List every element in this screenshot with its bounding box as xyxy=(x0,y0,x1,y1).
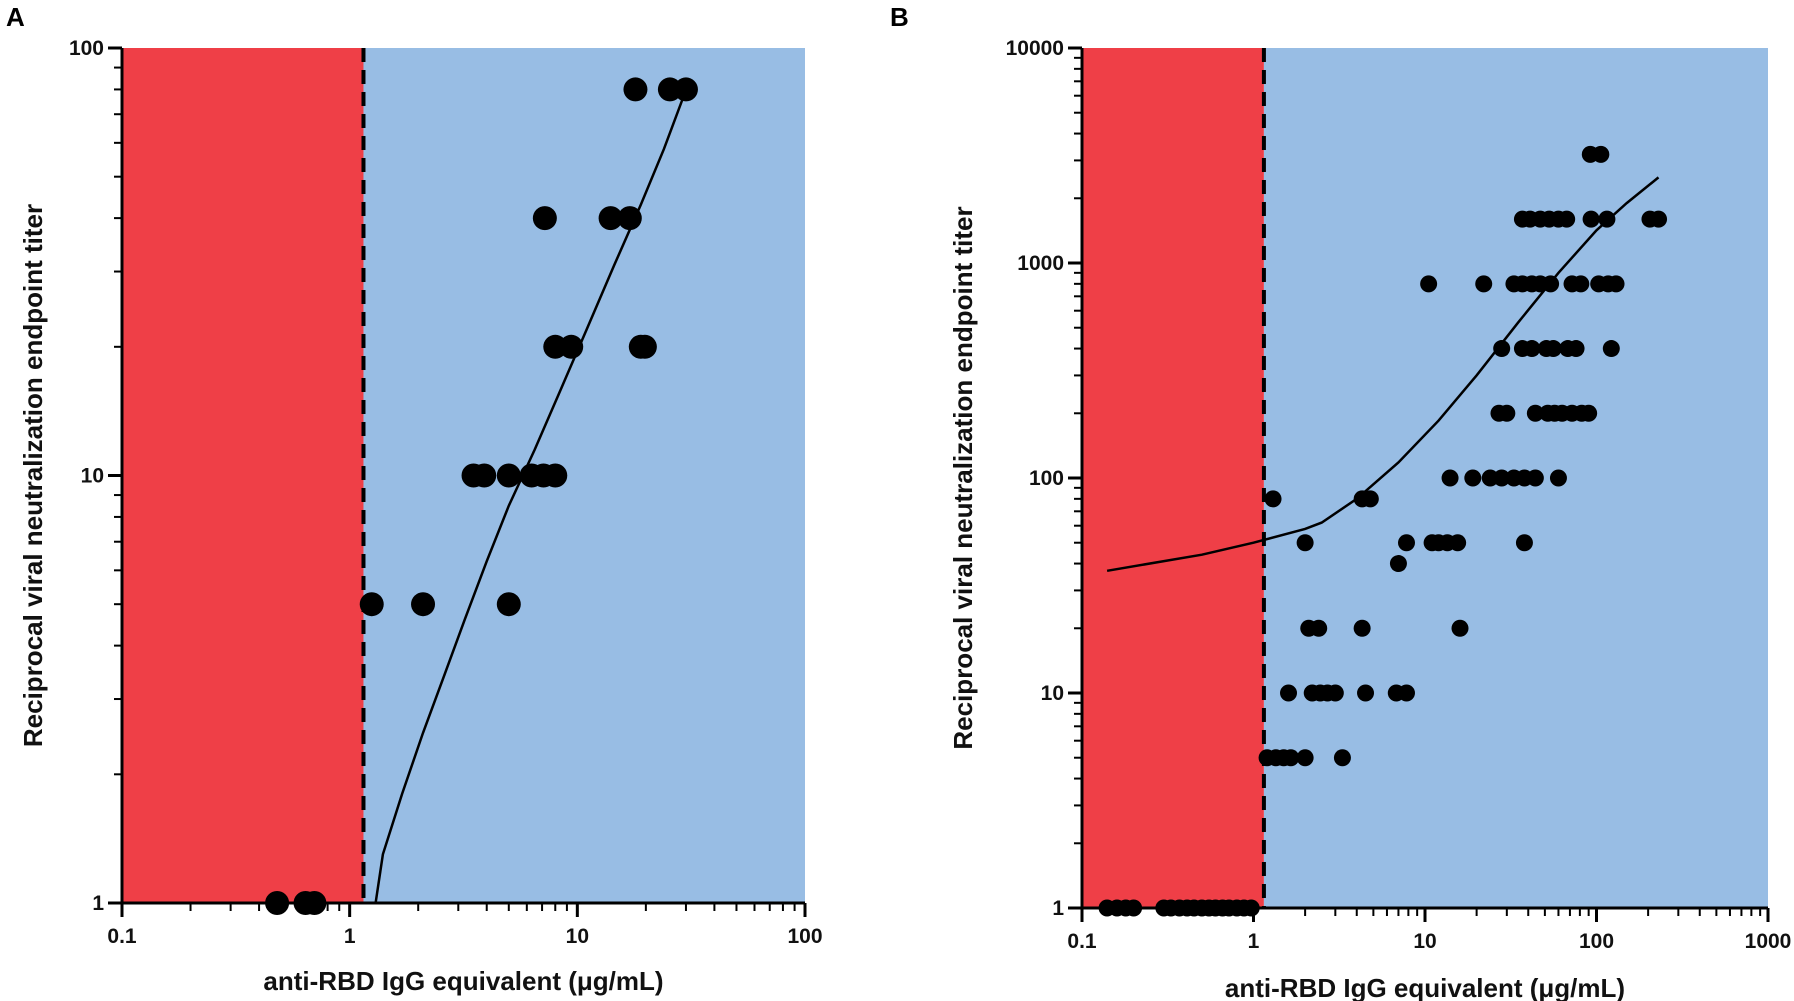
data-point xyxy=(1580,404,1598,422)
negative-region xyxy=(1082,48,1264,908)
data-point xyxy=(632,334,657,359)
x-tick-label: 10 xyxy=(566,925,589,948)
y-tick-label: 10000 xyxy=(1006,37,1064,60)
data-point xyxy=(1464,469,1482,487)
data-point xyxy=(1598,210,1616,228)
data-point xyxy=(1420,275,1438,293)
x-tick-label: 0.1 xyxy=(107,925,137,948)
data-point xyxy=(1592,145,1610,163)
y-tick-label: 10 xyxy=(1041,682,1064,705)
data-point xyxy=(1451,619,1469,637)
data-point xyxy=(1523,340,1541,358)
data-point xyxy=(673,77,698,102)
x-tick-label: 100 xyxy=(1579,930,1614,953)
data-point xyxy=(617,206,642,231)
data-point xyxy=(1296,534,1314,552)
data-point xyxy=(1353,619,1371,637)
x-tick-label: 1 xyxy=(344,925,356,948)
y-tick-label: 100 xyxy=(69,37,104,60)
data-point xyxy=(496,592,521,617)
y-tick-label: 1000 xyxy=(1017,252,1064,275)
negative-region xyxy=(122,48,364,903)
data-point xyxy=(472,463,497,488)
data-point xyxy=(543,463,568,488)
x-tick-label: 1000 xyxy=(1745,930,1792,953)
data-point xyxy=(411,592,436,617)
data-point xyxy=(1389,555,1407,573)
data-point xyxy=(1282,749,1300,767)
data-point xyxy=(1357,684,1375,702)
x-tick-label: 1 xyxy=(1248,930,1260,953)
data-point xyxy=(1526,404,1544,422)
y-tick-label: 10 xyxy=(81,465,104,488)
panel-letter: A xyxy=(6,2,25,32)
x-axis-title: anti-RBD IgG equivalent (μg/mL) xyxy=(263,966,663,996)
data-point xyxy=(1333,749,1351,767)
data-point xyxy=(1310,619,1328,637)
data-point xyxy=(359,592,384,617)
data-point xyxy=(1515,534,1533,552)
x-tick-label: 10 xyxy=(1413,930,1436,953)
fit-line xyxy=(1106,176,1660,573)
data-point xyxy=(1526,469,1544,487)
positive-region xyxy=(363,48,805,903)
data-point xyxy=(1544,340,1562,358)
data-point xyxy=(598,206,623,231)
data-point xyxy=(1567,340,1585,358)
data-point xyxy=(623,77,648,102)
data-point xyxy=(1582,210,1600,228)
data-point xyxy=(496,463,521,488)
x-axis-title: anti-RBD IgG equivalent (μg/mL) xyxy=(1225,973,1625,1001)
data-point xyxy=(1602,340,1620,358)
data-point xyxy=(1264,490,1282,508)
data-point xyxy=(559,334,584,359)
y-axis-title: Reciprocal viral neutralization endpoint… xyxy=(18,204,48,747)
data-point xyxy=(1280,684,1298,702)
data-point xyxy=(1542,275,1560,293)
data-point xyxy=(1493,340,1511,358)
x-tick-label: 100 xyxy=(787,925,822,948)
y-axis-title: Reciprocal viral neutralization endpoint… xyxy=(948,206,978,749)
data-point xyxy=(1607,275,1625,293)
data-point xyxy=(1397,684,1415,702)
x-tick-label: 0.1 xyxy=(1067,930,1097,953)
data-point xyxy=(1397,534,1415,552)
data-point xyxy=(1650,210,1668,228)
data-point xyxy=(1326,684,1344,702)
data-point xyxy=(1475,275,1493,293)
data-point xyxy=(1441,469,1459,487)
data-point xyxy=(1498,404,1516,422)
y-tick-label: 1 xyxy=(1052,897,1064,920)
y-tick-label: 1 xyxy=(92,892,104,915)
data-point xyxy=(532,206,557,231)
data-point xyxy=(1296,749,1314,767)
y-tick-label: 100 xyxy=(1029,467,1064,490)
data-point xyxy=(1449,534,1467,552)
panel-letter: B xyxy=(890,2,909,32)
data-point xyxy=(1558,210,1576,228)
data-point xyxy=(1572,275,1590,293)
data-point xyxy=(1493,469,1511,487)
data-point xyxy=(1549,469,1567,487)
data-point xyxy=(1361,490,1379,508)
